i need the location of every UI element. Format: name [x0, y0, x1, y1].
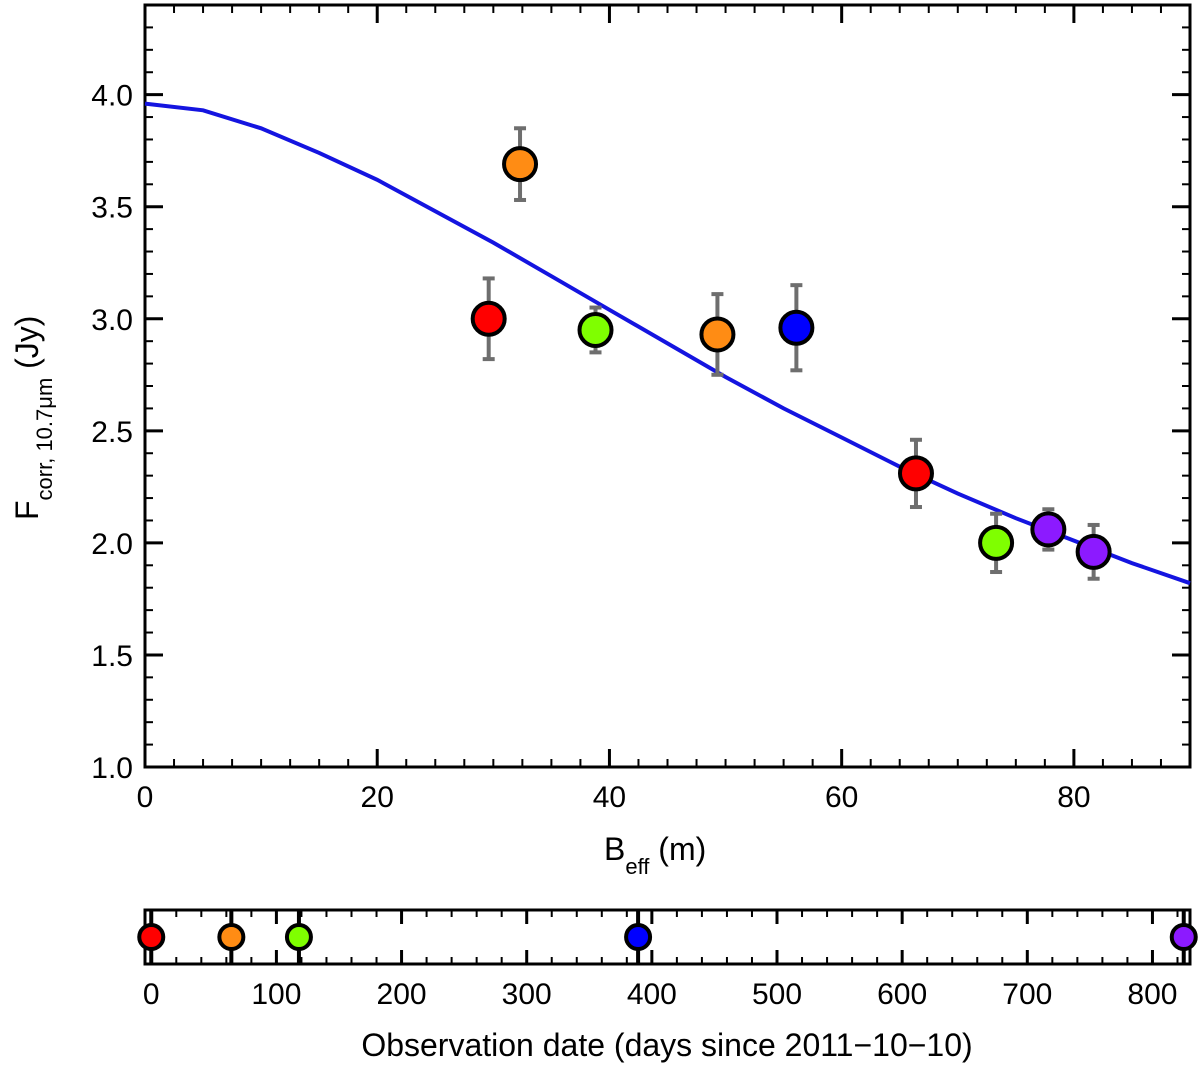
data-points: [470, 146, 1112, 570]
data-point: [897, 455, 934, 492]
x-tick-label: 20: [361, 781, 394, 814]
timeline-tick-label: 400: [627, 978, 677, 1011]
main-plot: 0 20 40 60 80 1.0 1.5 2.0 2.5 3.0 3.5 4.0 Beff (m)…: [9, 3, 1192, 879]
y-tick-label: 1.5: [91, 640, 133, 673]
timeline-tick-label: 700: [1002, 978, 1052, 1011]
data-point: [470, 300, 507, 337]
main-minor-ticks: [144, 4, 1191, 768]
timeline-plot: 0 100 200 300 400 500 600 700 800 Observation da…: [137, 908, 1198, 1063]
y-tick-label: 3.0: [91, 304, 133, 337]
data-point: [1030, 511, 1067, 548]
timeline-tick-labels: 0 100 200 300 400 500 600 700 800: [143, 978, 1178, 1011]
x-axis-title-sub: eff: [625, 854, 650, 879]
data-point: [502, 146, 539, 183]
x-axis-title-main: B: [604, 831, 625, 867]
timeline-points: [137, 910, 1198, 964]
y-tick-label: 3.5: [91, 192, 133, 225]
model-fit-curve: [144, 101, 1191, 586]
main-x-tick-labels: 0 20 40 60 80: [137, 781, 1091, 814]
timeline-tick-label: 600: [877, 978, 927, 1011]
main-major-ticks: [143, 5, 1190, 769]
timeline-point: [1169, 923, 1198, 951]
timeline-point: [217, 923, 246, 951]
y-axis-title-sub: corr, 10.7μm: [32, 378, 57, 501]
timeline-axis-title: Observation date (days since 2011−10−10): [361, 1027, 972, 1063]
main-y-tick-labels: 1.0 1.5 2.0 2.5 3.0 3.5 4.0: [91, 80, 133, 785]
x-tick-label: 60: [825, 781, 858, 814]
main-plot-frame: [143, 3, 1192, 769]
y-tick-label: 4.0: [91, 80, 133, 113]
timeline-tick-label: 100: [251, 978, 301, 1011]
data-point: [1075, 533, 1112, 570]
y-axis-title-main: F: [9, 500, 45, 520]
data-point: [699, 316, 736, 353]
timeline-point: [137, 923, 166, 951]
y-axis-title-unit: (Jy): [9, 316, 45, 378]
y-tick-label: 1.0: [91, 752, 133, 785]
x-tick-label: 0: [137, 781, 154, 814]
timeline-tick-label: 800: [1127, 978, 1177, 1011]
timeline-tick-label: 0: [143, 978, 160, 1011]
x-tick-label: 80: [1057, 781, 1090, 814]
y-tick-label: 2.0: [91, 528, 133, 561]
y-tick-label: 2.5: [91, 416, 133, 449]
timeline-tick-label: 500: [752, 978, 802, 1011]
data-point: [577, 311, 614, 348]
error-bars: [482, 126, 1100, 581]
y-axis-title: Fcorr, 10.7μm (Jy): [9, 316, 57, 520]
x-tick-label: 40: [593, 781, 626, 814]
timeline-point: [624, 923, 653, 951]
x-axis-title: Beff (m): [604, 831, 706, 879]
timeline-point: [284, 923, 313, 951]
timeline-tick-label: 300: [502, 978, 552, 1011]
timeline-tick-label: 200: [377, 978, 427, 1011]
x-axis-title-unit: (m): [649, 831, 706, 867]
data-point: [978, 524, 1015, 561]
data-point: [778, 309, 815, 346]
